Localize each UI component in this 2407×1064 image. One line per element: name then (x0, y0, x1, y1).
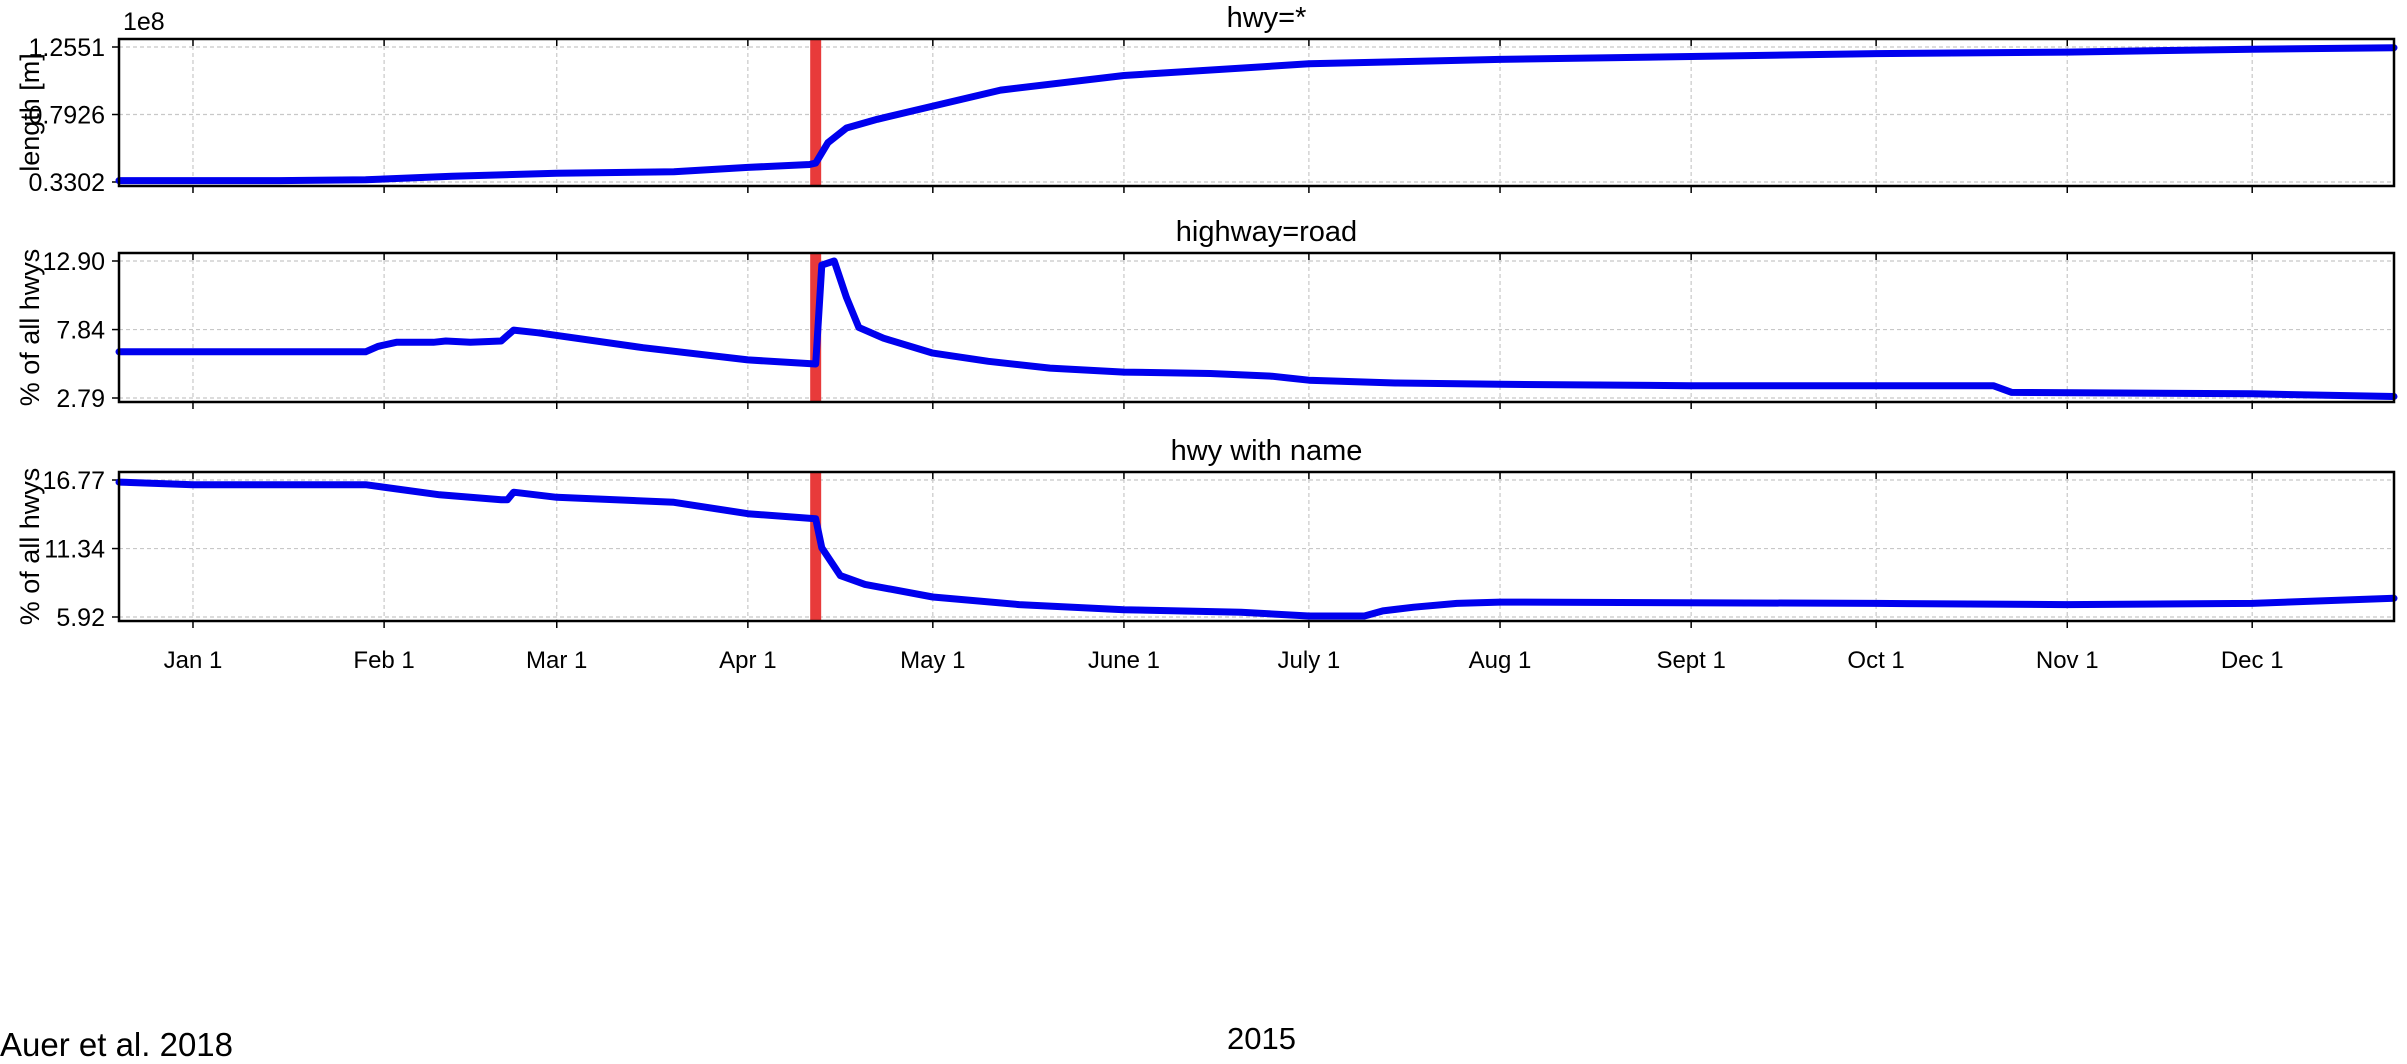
chart-title: hwy with name (1171, 435, 1363, 467)
panel-2 (112, 251, 2398, 409)
y-tick-label: 16.77 (42, 467, 105, 495)
axes-frame (117, 251, 2396, 404)
x-tick-label: Sept 1 (1656, 647, 1725, 674)
plot-area (119, 253, 2394, 402)
x-tick-label: Jan 1 (164, 647, 223, 674)
x-tick-label: Nov 1 (2036, 647, 2099, 674)
y-tick-label: 0.3302 (29, 169, 105, 197)
axes-frame (117, 37, 2396, 188)
x-axis-label: 2015 (1227, 1021, 1296, 1056)
x-tick-label: Dec 1 (2221, 647, 2284, 674)
y-tick-label: 11.34 (44, 536, 105, 564)
x-tick-label: Oct 1 (1847, 647, 1904, 674)
y-axis-label: % of all hwys (15, 249, 45, 407)
series-line (115, 257, 2398, 400)
y-axis-label: length [m] (15, 53, 45, 172)
y-tick-label: 7.84 (56, 317, 105, 345)
y-tick-label: 12.90 (42, 248, 105, 276)
x-tick-label: Apr 1 (719, 647, 776, 674)
series-line (115, 44, 2398, 185)
plot-area (119, 39, 2394, 186)
panel-1 (112, 37, 2398, 193)
x-tick-label: Feb 1 (353, 647, 414, 674)
x-tick-label: Aug 1 (1469, 647, 1532, 674)
x-tick-label: Mar 1 (526, 647, 587, 674)
y-tick-label: 1.2551 (29, 34, 105, 62)
x-tick-label: July 1 (1278, 647, 1341, 674)
caption: Auer et al. 2018 (0, 1026, 233, 1063)
y-tick-label: 0.7926 (29, 102, 105, 130)
y-tick-label: 5.92 (56, 604, 105, 632)
panel-3 (112, 470, 2398, 628)
x-tick-label: June 1 (1088, 647, 1160, 674)
chart-title: highway=road (1176, 216, 1357, 248)
y-tick-label: 2.79 (56, 385, 105, 413)
y-multiplier-label: 1e8 (123, 8, 165, 36)
series-line (115, 478, 2398, 620)
chart-title: hwy=* (1227, 2, 1307, 34)
x-tick-label: May 1 (900, 647, 965, 674)
y-axis-label: % of all hwys (15, 468, 45, 626)
axes-frame (117, 470, 2396, 623)
